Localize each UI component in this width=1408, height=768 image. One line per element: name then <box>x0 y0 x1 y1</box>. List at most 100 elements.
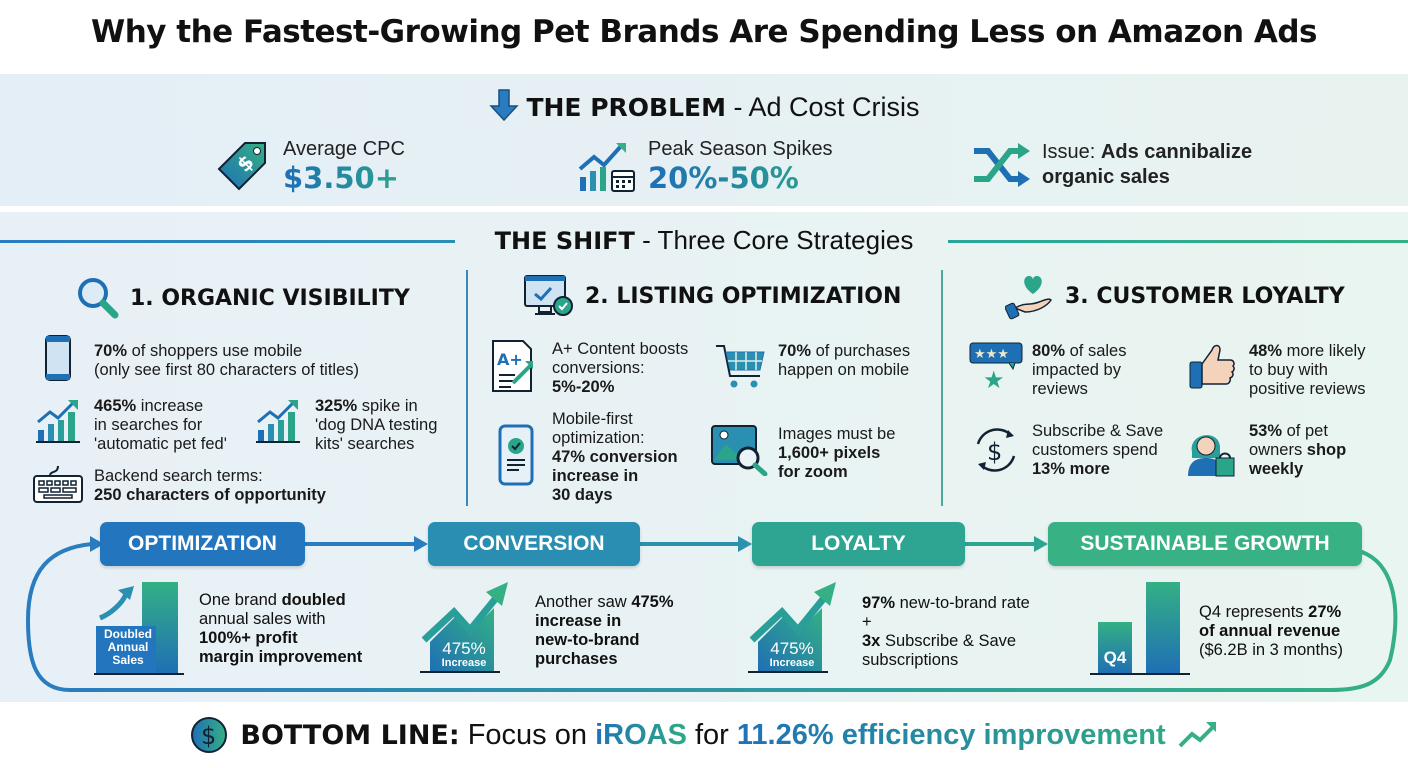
text-segment: A+ Content boosts <box>552 340 689 358</box>
text-emphasis: shop <box>1306 441 1347 459</box>
badge-value: 475% <box>770 639 814 658</box>
increase-badge: 475% Increase <box>748 580 848 676</box>
text-segment: 'dog DNA testing <box>315 416 438 434</box>
stat-item: 325% spike in'dog DNA testing kits' searc… <box>315 397 437 454</box>
text-emphasis: 13% more <box>1032 460 1110 478</box>
svg-text:$: $ <box>987 438 1002 466</box>
heart-hand-icon <box>1005 272 1055 320</box>
flow-step-sustainable-growth: SUSTAINABLE GROWTH <box>1048 522 1362 566</box>
column-title-text: 2. LISTING OPTIMIZATION <box>585 283 902 309</box>
text-segment: Another saw <box>535 593 632 611</box>
stat-value: 20%-50% <box>648 161 833 195</box>
dollar-coin-icon: $ <box>190 716 228 754</box>
column-title-organic: 1. ORGANIC VISIBILITY <box>76 276 410 320</box>
text-emphasis: 47% conversion <box>552 448 678 466</box>
text-emphasis: for zoom <box>778 463 848 481</box>
stat-item: Backend search terms: 250 characters of o… <box>94 467 326 505</box>
page-title: Why the Fastest-Growing Pet Brands Are S… <box>91 14 1317 50</box>
problem-heading-bold: THE PROBLEM <box>526 93 726 122</box>
heading-rule-left <box>0 240 455 243</box>
text-segment: to buy with <box>1249 361 1328 379</box>
badge-label: Increase <box>441 657 487 669</box>
svg-text:★★★: ★★★ <box>974 346 1009 361</box>
badge-label: Increase <box>769 657 815 669</box>
text-segment: + <box>862 613 872 631</box>
text-segment: Subscribe & Save <box>880 632 1017 650</box>
doubled-sales-badge: Doubled Annual Sales <box>94 582 184 675</box>
text-segment: ($6.2B in 3 months) <box>1199 641 1343 659</box>
text-emphasis: 30 days <box>552 486 613 504</box>
text-segment: Images must be <box>778 425 896 443</box>
shopping-cart-icon <box>714 342 768 390</box>
issue-text: Ads cannibalize <box>1100 141 1253 163</box>
text-emphasis: 27% <box>1308 603 1342 621</box>
text-emphasis: 1,600+ pixels <box>778 444 881 462</box>
text-emphasis: 325% <box>315 397 358 415</box>
column-divider <box>466 270 468 506</box>
text-emphasis: increase in <box>535 612 622 630</box>
trend-up-icon <box>1178 720 1218 750</box>
issue-text-2: organic sales <box>1042 166 1170 188</box>
text-segment: of shoppers use mobile <box>127 342 303 360</box>
bottom-line-highlight: 11.26% efficiency improvement <box>736 718 1166 751</box>
case-text: 97% new-to-brand rate +3x Subscribe & Sav… <box>862 594 1030 670</box>
text-emphasis: weekly <box>1249 460 1304 478</box>
growth-chart-icon <box>34 396 82 446</box>
text-emphasis: purchases <box>535 650 618 668</box>
text-segment: of sales <box>1065 342 1127 360</box>
text-emphasis: 100%+ profit <box>199 629 298 647</box>
bottom-band <box>0 704 1408 768</box>
text-emphasis: doubled <box>281 591 346 609</box>
badge-text: Doubled <box>104 627 152 641</box>
stat-item: 80% of sales impacted by reviews <box>1032 342 1126 399</box>
svg-text:$: $ <box>201 722 216 750</box>
text-emphasis: margin improvement <box>199 648 363 666</box>
flow-step-loyalty: LOYALTY <box>752 522 965 566</box>
star-rating-icon: ★★★ ★ <box>969 342 1023 390</box>
loop-arrow-line <box>25 542 1398 692</box>
text-segment: annual sales with <box>199 610 326 628</box>
stat-item: 70% of shoppers use mobile (only see firs… <box>94 342 359 380</box>
stat-label: Peak Season Spikes <box>648 138 833 160</box>
text-segment: positive reviews <box>1249 380 1366 398</box>
thumbs-up-icon <box>1188 340 1236 390</box>
problem-heading: THE PROBLEM - Ad Cost Crisis <box>0 88 1408 123</box>
text-emphasis: 80% <box>1032 342 1066 360</box>
stat-item: 48% more likely to buy with positive revie… <box>1249 342 1365 399</box>
text-segment: kits' searches <box>315 435 415 453</box>
bottom-line-highlight: iROAS <box>595 718 687 751</box>
text-segment: subscriptions <box>862 651 959 669</box>
shift-heading: THE SHIFT - Three Core Strategies <box>0 225 1408 256</box>
text-segment: of purchases <box>811 342 911 360</box>
aplus-document-icon: A+ <box>491 339 535 393</box>
shopper-icon <box>1186 422 1238 478</box>
case-text: Q4 represents 27% of annual revenue ($6.2B… <box>1199 603 1343 660</box>
increase-badge: 475% Increase <box>420 580 520 676</box>
mobile-check-icon <box>498 424 534 486</box>
text-segment: 'automatic pet fed' <box>94 435 227 453</box>
text-emphasis: new-to-brand <box>535 631 640 649</box>
text-emphasis: 53% <box>1249 422 1283 440</box>
text-segment: Mobile-first <box>552 410 633 428</box>
badge-value: 475% <box>442 639 486 658</box>
text-emphasis: 5%-20% <box>552 378 615 396</box>
chart-calendar-icon <box>576 139 638 195</box>
bottom-line-text: Focus on <box>459 718 596 751</box>
stat-issue: Issue: Ads cannibalize organic sales <box>970 140 1252 190</box>
bottom-line-label: BOTTOM LINE: <box>240 719 460 751</box>
stat-item: Subscribe & Save customers spend 13% more <box>1032 422 1163 479</box>
keyboard-icon <box>32 464 84 504</box>
text-segment: customers spend <box>1032 441 1158 459</box>
case-text: Another saw 475% increase in new-to-brand p… <box>535 593 674 669</box>
text-emphasis: 70% <box>778 342 812 360</box>
monitor-check-icon <box>523 272 575 320</box>
text-emphasis: 3x <box>862 632 881 650</box>
bottom-line: $ BOTTOM LINE: Focus on iROAS for 11.26%… <box>0 716 1408 754</box>
stat-item: Mobile-first optimization: 47% conversion i… <box>552 410 678 505</box>
shift-heading-bold: THE SHIFT <box>494 227 635 255</box>
svg-text:A+: A+ <box>497 350 523 369</box>
stat-item: 53% of pet owners shop weekly <box>1249 422 1346 479</box>
flow-step-optimization: OPTIMIZATION <box>100 522 305 566</box>
text-segment: Q4 represents <box>1199 603 1309 621</box>
column-title-loyalty: 3. CUSTOMER LOYALTY <box>1005 272 1345 320</box>
